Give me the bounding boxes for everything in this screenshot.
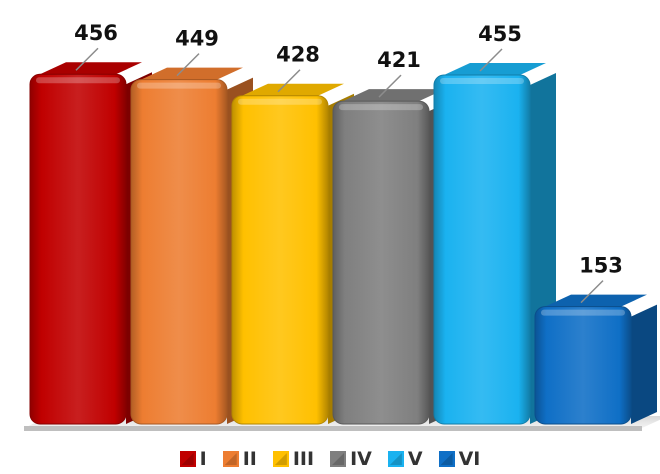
value-label-II: 449: [175, 27, 219, 51]
legend-label: I: [199, 448, 207, 470]
leader-line: [176, 53, 200, 77]
legend-item-II: II: [222, 448, 257, 470]
bar-top: [343, 89, 445, 102]
legend-swatch: [272, 451, 289, 467]
bar-front: [534, 306, 632, 425]
bar-highlight: [339, 104, 423, 111]
legend-swatch: [222, 451, 239, 467]
bar-highlight: [137, 82, 221, 89]
leader-line: [479, 48, 503, 72]
bar-highlight: [36, 77, 120, 84]
leader-line: [378, 74, 402, 98]
value-label-I: 456: [74, 21, 118, 45]
leader-line: [75, 47, 99, 71]
value-label-III: 428: [276, 43, 320, 67]
bar-front: [231, 95, 329, 425]
legend-item-III: III: [272, 448, 315, 470]
bar-front: [433, 74, 531, 425]
legend-item-V: V: [387, 448, 423, 470]
bar-top: [545, 294, 647, 307]
bar-top: [444, 63, 546, 76]
value-label-V: 455: [478, 22, 522, 46]
legend-item-I: I: [179, 448, 207, 470]
data-labels-group: 456 449 428 421 455 153: [74, 21, 623, 304]
bar-top: [40, 62, 142, 75]
bars-group: [29, 62, 657, 425]
bar-front: [29, 73, 127, 425]
legend-label: V: [407, 448, 423, 470]
legend: I II III IV V VI: [0, 448, 660, 470]
floor-edge: [24, 426, 642, 431]
legend-item-IV: IV: [330, 448, 372, 470]
bar-highlight: [541, 309, 625, 316]
legend-swatch: [179, 451, 196, 467]
value-label-IV: 421: [377, 48, 421, 72]
leader-line: [277, 69, 301, 93]
legend-swatch: [438, 451, 455, 467]
bar-highlight: [440, 78, 524, 85]
legend-label: VI: [458, 448, 481, 470]
leader-line: [580, 280, 604, 304]
legend-swatch: [330, 451, 347, 467]
legend-swatch: [387, 451, 404, 467]
bar-front: [130, 79, 228, 425]
legend-label: IV: [350, 448, 372, 470]
bar-top: [141, 67, 243, 80]
legend-item-VI: VI: [438, 448, 481, 470]
legend-label: III: [292, 448, 315, 470]
bar-side: [631, 304, 657, 424]
legend-label: II: [242, 448, 257, 470]
value-label-VI: 153: [579, 254, 623, 278]
bar-VI: [534, 294, 657, 425]
bar-highlight: [238, 98, 322, 105]
bar-top: [242, 83, 344, 96]
bar-front: [332, 100, 430, 425]
